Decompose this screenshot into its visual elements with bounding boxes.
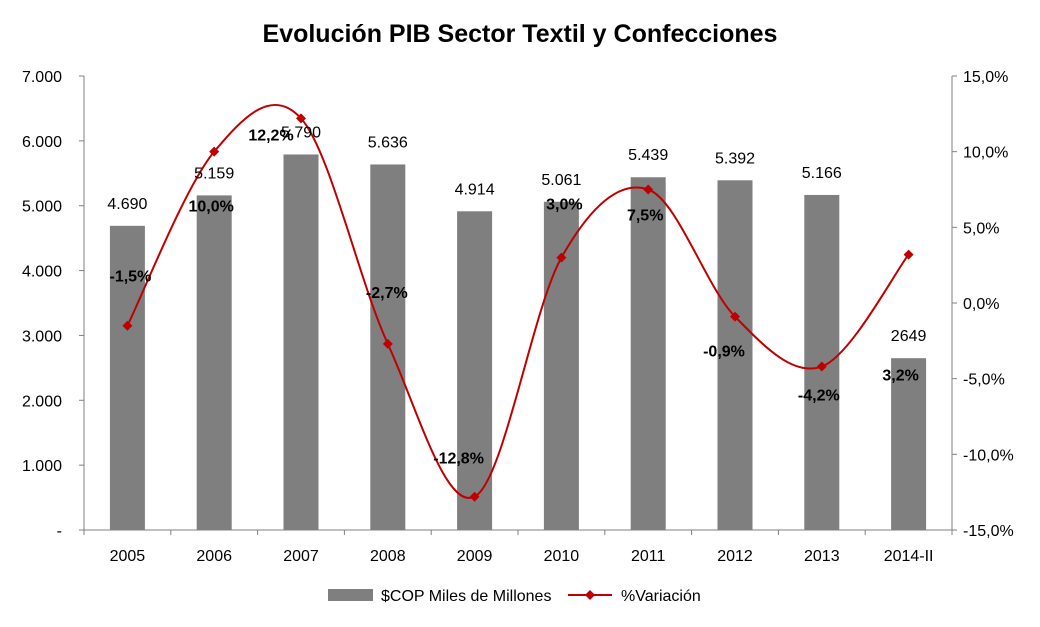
bar-2010 bbox=[543, 201, 579, 530]
y-left-tick-label: - bbox=[57, 523, 62, 540]
x-tick-label: 2010 bbox=[544, 548, 580, 565]
bar-2006 bbox=[196, 195, 232, 531]
bar-value-label: 5.636 bbox=[368, 134, 408, 151]
y-left-tick-label: 7.000 bbox=[22, 69, 62, 86]
legend-label-bars: $COP Miles de Millones bbox=[381, 588, 551, 605]
line-point-2014-II bbox=[903, 249, 914, 260]
line-point-2006 bbox=[209, 146, 220, 157]
line-value-label: 3,2% bbox=[882, 368, 918, 385]
x-tick-label: 2011 bbox=[631, 548, 666, 565]
y-left-tick-label: 2.000 bbox=[22, 393, 62, 410]
bar-value-label: 5.166 bbox=[802, 165, 842, 182]
line-point-2012 bbox=[730, 311, 740, 322]
y-left-tick-label: 3.000 bbox=[22, 328, 62, 345]
bar-value-label: 2649 bbox=[891, 328, 927, 345]
bar-2007 bbox=[283, 154, 319, 530]
y-left-tick-label: 5.000 bbox=[22, 199, 62, 216]
line-point-2005 bbox=[122, 320, 133, 331]
legend: $COP Miles de Millones %Variación bbox=[328, 588, 701, 605]
bar-value-label: 5.061 bbox=[541, 172, 581, 189]
y-left-tick-label: 4.000 bbox=[22, 264, 62, 281]
y-right-tick-label: 5,0% bbox=[963, 220, 999, 237]
y-right-tick-label: 15,0% bbox=[963, 69, 1008, 86]
x-tick-label: 2014-II bbox=[884, 548, 934, 565]
legend-marker-line bbox=[585, 590, 595, 600]
line-value-label: 12,2% bbox=[248, 127, 293, 144]
legend-swatch-bars bbox=[328, 589, 373, 601]
x-tick-label: 2005 bbox=[110, 548, 146, 565]
bar-2011 bbox=[630, 177, 666, 530]
y-left-tick-label: 6.000 bbox=[22, 134, 62, 151]
bar-value-label: 5.392 bbox=[715, 150, 755, 167]
y-right-tick-label: -5,0% bbox=[963, 372, 1005, 389]
line-value-label: 7,5% bbox=[627, 208, 663, 225]
x-tick-label: 2009 bbox=[457, 548, 493, 565]
bar-2012 bbox=[717, 180, 753, 530]
x-tick-label: 2012 bbox=[717, 548, 753, 565]
chart-title: Evolución PIB Sector Textil y Confeccion… bbox=[263, 20, 778, 48]
bar-series bbox=[109, 154, 927, 531]
bar-2014-II bbox=[891, 358, 927, 530]
y-right-tick-label: -15,0% bbox=[963, 523, 1014, 540]
line-value-label: -2,7% bbox=[366, 285, 408, 302]
bar-2009 bbox=[457, 211, 493, 531]
line-point-2013 bbox=[816, 361, 827, 372]
line-value-label: 10,0% bbox=[189, 199, 234, 216]
bar-value-label: 5.159 bbox=[194, 165, 234, 182]
y-right-tick-label: 10,0% bbox=[963, 145, 1008, 162]
axes: - 1.000 2.000 3.000 4.000 5.000 6.000 7.000 -15,… bbox=[22, 69, 1014, 565]
y-right-tick-label: -10,0% bbox=[963, 447, 1014, 464]
line-value-label: 3,0% bbox=[546, 197, 582, 214]
line-value-label: -4,2% bbox=[798, 388, 840, 405]
line-point-2011 bbox=[643, 184, 654, 195]
data-labels: 4.690 5.159 5.790 5.636 4.914 5.061 5.439 5.392… bbox=[107, 124, 926, 467]
line-point-2008 bbox=[382, 338, 393, 349]
x-tick-label: 2013 bbox=[804, 548, 840, 565]
variation-line bbox=[126, 104, 910, 500]
line-point-2010 bbox=[556, 252, 567, 263]
line-value-label: -12,8% bbox=[433, 451, 484, 468]
bar-value-label: 5.790 bbox=[281, 124, 321, 141]
bar-value-label: 5.439 bbox=[628, 147, 668, 164]
line-value-label: -0,9% bbox=[703, 344, 745, 361]
bar-2005 bbox=[109, 225, 145, 530]
x-tick-label: 2008 bbox=[370, 548, 406, 565]
y-right-tick-label: 0,0% bbox=[963, 296, 999, 313]
y-left-tick-label: 1.000 bbox=[22, 458, 62, 475]
line-point-2007 bbox=[296, 113, 306, 124]
x-tick-label: 2006 bbox=[196, 548, 232, 565]
bar-value-label: 4.690 bbox=[107, 196, 147, 213]
bar-value-label: 4.914 bbox=[455, 181, 495, 198]
line-point-2009 bbox=[469, 491, 480, 502]
line-series bbox=[122, 104, 914, 502]
x-tick-label: 2007 bbox=[283, 548, 319, 565]
line-value-label: -1,5% bbox=[110, 269, 152, 286]
legend-label-line: %Variación bbox=[621, 588, 701, 605]
